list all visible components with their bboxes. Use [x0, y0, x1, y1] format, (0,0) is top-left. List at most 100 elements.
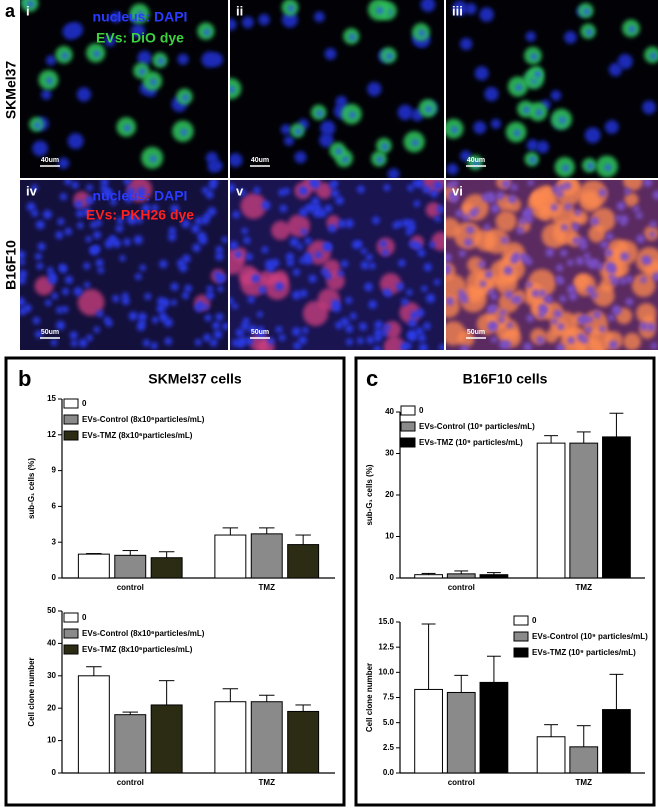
nucleus [221, 322, 228, 331]
nucleus [624, 188, 631, 195]
nucleus [484, 86, 499, 102]
nucleus [230, 183, 236, 193]
bar [602, 709, 631, 774]
legend-swatch [400, 421, 416, 432]
ev-cell [453, 221, 482, 250]
nucleus [527, 180, 534, 186]
nucleus [525, 215, 534, 224]
nucleus [93, 50, 101, 58]
nucleus [311, 197, 320, 206]
nucleus [639, 321, 649, 331]
nucleus [531, 289, 540, 298]
nucleus [550, 90, 562, 101]
nucleus [213, 329, 223, 339]
nucleus [298, 186, 308, 196]
nucleus [231, 339, 240, 347]
nucleus [203, 333, 212, 342]
nucleus [135, 273, 142, 280]
nucleus [340, 260, 349, 268]
nucleus [230, 240, 239, 250]
nucleus [649, 220, 657, 228]
nucleus [275, 282, 284, 291]
ev-cell [467, 256, 484, 274]
nucleus [57, 218, 65, 226]
nucleus [331, 299, 340, 308]
y-axis-label: Cell clone number [365, 663, 374, 732]
legend-swatch [63, 628, 79, 639]
y-tick-label: 40 [47, 639, 56, 648]
nucleus [460, 37, 473, 51]
nucleus [331, 189, 340, 198]
nucleus [59, 193, 67, 201]
y-tick-label: 20 [385, 490, 394, 499]
nucleus [418, 343, 428, 350]
nucleus [383, 184, 391, 191]
image-label: vi [452, 183, 463, 198]
nucleus [298, 336, 307, 345]
nucleus [256, 311, 263, 318]
nucleus [294, 151, 307, 164]
nucleus [474, 66, 489, 81]
nucleus [127, 215, 137, 225]
ev-cell [624, 192, 639, 207]
nucleus [97, 266, 105, 274]
bar [536, 442, 566, 579]
nucleus [78, 338, 88, 348]
nucleus [426, 293, 436, 303]
y-tick-label: 3 [52, 537, 57, 546]
nucleus [281, 11, 298, 28]
nucleus [556, 343, 565, 350]
bar [114, 554, 147, 579]
nucleus [319, 133, 334, 148]
stain-label: nucleus: DAPI [93, 188, 188, 204]
nucleus [335, 147, 343, 155]
nucleus [137, 187, 146, 196]
y-axis-label: sub-G₁ cells (%) [365, 464, 374, 525]
nucleus [46, 77, 54, 85]
nucleus [251, 274, 260, 283]
nucleus [434, 279, 441, 286]
legend-swatch [513, 631, 529, 642]
nucleus [258, 13, 270, 26]
nucleus [241, 16, 254, 29]
ev-cell [538, 206, 554, 222]
ev-cell [623, 332, 641, 350]
nucleus [452, 0, 468, 16]
ev-cell [230, 78, 242, 100]
nucleus [261, 246, 269, 254]
x-tick-label: control [448, 583, 475, 592]
nucleus [642, 100, 656, 115]
nucleus [324, 204, 333, 213]
nucleus [209, 338, 218, 347]
nucleus [635, 211, 643, 219]
nucleus [523, 342, 533, 350]
nucleus [558, 116, 566, 124]
nucleus [197, 231, 206, 241]
nucleus [253, 187, 261, 194]
nucleus [62, 23, 79, 40]
legend-label: 0 [532, 616, 537, 625]
panel-label: c [366, 366, 378, 391]
nucleus [417, 334, 426, 342]
legend-label: EVs-Control (10⁹ particles/mL) [532, 632, 648, 641]
nucleus [535, 109, 543, 117]
nucleus [316, 109, 324, 117]
nucleus [598, 188, 607, 197]
legend-label: EVs-TMZ (10⁹ particles/mL) [532, 648, 636, 657]
nucleus [232, 210, 240, 219]
bar [150, 557, 183, 579]
bar [77, 675, 110, 774]
nucleus [402, 218, 411, 228]
nucleus [335, 95, 348, 108]
nucleus [331, 180, 338, 187]
nucleus [619, 277, 627, 285]
nucleus [76, 87, 92, 102]
nucleus [335, 196, 344, 205]
nucleus [292, 327, 301, 336]
x-tick-label: TMZ [259, 778, 276, 787]
image-label: iv [26, 183, 38, 198]
nucleus [519, 253, 527, 261]
nucleus [51, 292, 59, 300]
nucleus [217, 285, 224, 293]
image-label: ii [236, 3, 243, 18]
